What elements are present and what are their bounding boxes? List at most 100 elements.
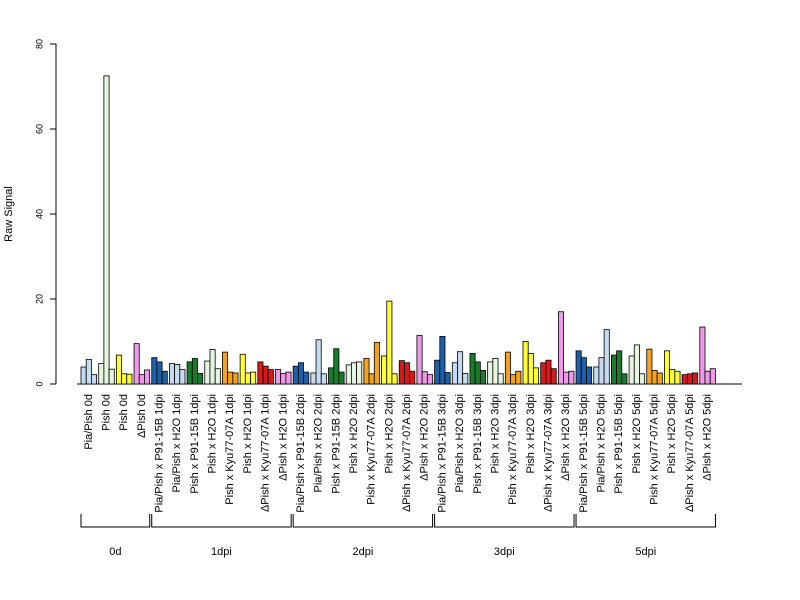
bar [586,366,593,385]
bar [487,361,494,385]
x-tick-label: ΔPish x H2O 2dpi [419,394,431,481]
bar [126,373,133,385]
group-label: 0d [109,546,121,558]
x-tick-label: Pia/Pish x H2O 2dpi [313,394,325,492]
bar [674,370,681,385]
bar [227,371,234,385]
y-tick-label: 20 [34,294,44,304]
bar [297,362,304,385]
group-brackets-layer: 0d 1dpi 2dpi 3dpi 5dpi [80,514,716,558]
bar [303,371,310,385]
group-label: 5dpi [635,546,656,558]
bar [568,370,575,385]
bar [179,369,186,385]
y-tick-label: 60 [34,124,44,134]
x-tick-label: ΔPish x Kyu77-07A 5dpi [684,394,696,512]
group-label: 3dpi [494,546,515,558]
bar [386,300,393,385]
x-tick-label: Pish x H2O 2dpi [383,394,395,473]
bar [328,367,335,385]
x-tick-label: Pish x Kyu77-07A 5dpi [649,394,661,505]
bar [421,371,428,385]
x-tick-label: Pia/Pish x P91-15B 2dpi [295,394,307,513]
bar [262,365,269,385]
bars-layer [80,75,716,385]
group-label: 1dpi [211,546,232,558]
bar [381,355,388,385]
x-tick-label: Pia/Pish x P91-15B 3dpi [436,394,448,513]
x-tick-label: Pia/Pish x H2O 3dpi [454,394,466,492]
bar [239,353,246,385]
bar [497,373,504,385]
bar [616,350,623,385]
plot-area [77,75,742,385]
bar [439,335,446,385]
bar [457,351,464,385]
bar [204,360,211,385]
bar [350,362,357,385]
bar [356,361,363,385]
group-bracket [80,514,151,528]
bar [628,355,635,385]
x-tick-label: Pish x H2O 1dpi [242,394,254,473]
bar [598,357,605,385]
x-tick-label: ΔPish x Kyu77-07A 1dpi [260,394,272,512]
bar [686,373,693,385]
x-tick-label: Pia/Pish x H2O 1dpi [171,394,183,492]
bar [563,371,570,385]
bar [639,373,646,385]
bar [232,372,239,385]
bar [540,362,547,385]
bar [98,363,105,385]
bar [398,360,405,385]
bar [692,372,699,385]
bar [363,358,370,385]
bar [267,369,274,385]
bar [133,343,140,385]
bar [80,366,87,385]
group-bracket [292,514,434,528]
x-tick-label: ΔPish 0d [136,394,148,438]
bar [510,374,517,385]
x-tick-label: Pish x P91-15B 3dpi [472,394,484,494]
bar [462,372,469,385]
bar [168,363,175,385]
bar [280,372,287,385]
bar [699,326,706,385]
bar [533,367,540,385]
bar [391,373,398,385]
group-label: 2dpi [353,546,374,558]
bar [85,358,92,385]
bar [557,311,564,385]
x-tick-label: Pish x Kyu77-07A 3dpi [507,394,519,505]
bar [310,372,317,385]
bar [144,369,151,385]
bar [121,373,128,385]
bar [151,357,158,385]
x-tick-label: Pia/Pish 0d [83,394,95,450]
bar [186,361,193,385]
x-tick-label: Pia/Pish x P91-15B 5dpi [578,394,590,513]
bar [404,362,411,385]
x-tick-label: Pish x H2O 5dpi [666,394,678,473]
group-bracket [151,514,292,528]
bar [174,364,181,385]
bar [426,374,433,385]
bar [474,361,481,385]
x-tick-label: Pish x H2O 3dpi [489,394,501,473]
bar [709,368,716,385]
bar [409,370,416,385]
bar [138,374,145,385]
x-tick-label: Pish x Kyu77-07A 1dpi [224,394,236,505]
bar [285,371,292,385]
x-tick-label: ΔPish x Kyu77-07A 3dpi [542,394,554,512]
bar [292,365,299,385]
bar [197,372,204,385]
bar [368,373,375,385]
y-tick-label: 80 [34,39,44,49]
bar [479,369,486,385]
bar [611,354,618,385]
y-ticks-layer: 0 20 40 60 80 [34,39,56,387]
bar [656,372,663,385]
bar [161,370,168,385]
